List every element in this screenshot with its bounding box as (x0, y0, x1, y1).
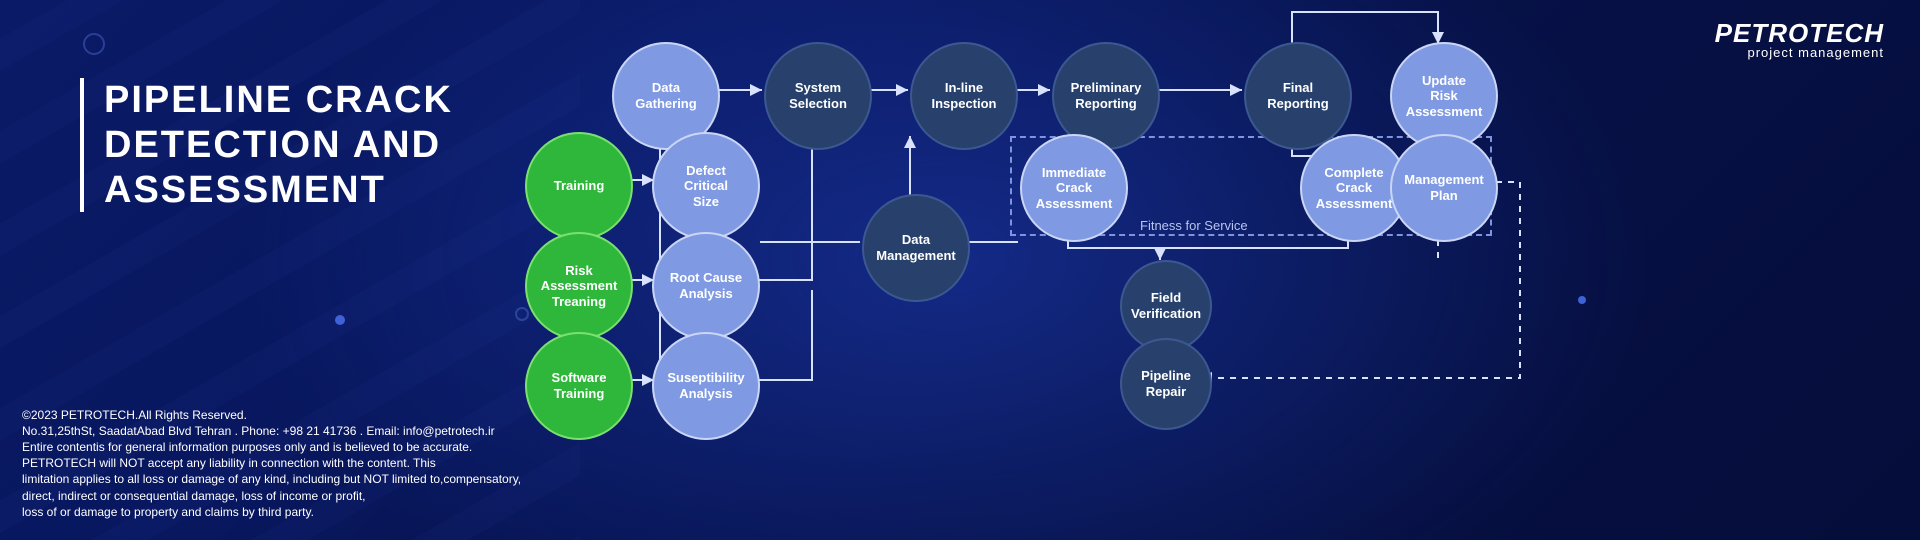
node-label: CompleteCrackAssessment (1316, 165, 1393, 212)
node-label: ImmediateCrackAssessment (1036, 165, 1113, 212)
node-label: ManagementPlan (1404, 172, 1483, 203)
node-complete: CompleteCrackAssessment (1302, 136, 1406, 240)
node-susc: SuseptibilityAnalysis (654, 334, 758, 438)
node-label: RiskAssessmentTreaning (541, 263, 618, 310)
node-label: SuseptibilityAnalysis (667, 370, 744, 401)
node-label: SoftwareTraining (552, 370, 607, 401)
node-label: Training (554, 178, 605, 194)
flowchart: Fitness for Service DataGathering SystemS… (0, 0, 1920, 540)
fitness-label: Fitness for Service (1140, 218, 1248, 233)
node-train: Training (527, 134, 631, 238)
node-data_mgmt: DataManagement (864, 196, 968, 300)
node-root: Root CauseAnalysis (654, 234, 758, 338)
node-repair: PipelineRepair (1122, 340, 1210, 428)
node-label: FinalReporting (1267, 80, 1328, 111)
node-update: UpdateRiskAssessment (1392, 44, 1496, 148)
node-prelim: PreliminaryReporting (1054, 44, 1158, 148)
node-field: FieldVerification (1122, 262, 1210, 350)
node-label: UpdateRiskAssessment (1406, 73, 1483, 120)
node-label: DataGathering (635, 80, 696, 111)
node-defect: DefectCriticalSize (654, 134, 758, 238)
node-label: SystemSelection (789, 80, 847, 111)
node-label: FieldVerification (1131, 290, 1201, 321)
edge (746, 136, 812, 280)
node-sys_sel: SystemSelection (766, 44, 870, 148)
edge (1292, 12, 1438, 44)
node-risk_tr: RiskAssessmentTreaning (527, 234, 631, 338)
node-inspect: In-lineInspection (912, 44, 1016, 148)
node-final: FinalReporting (1246, 44, 1350, 148)
node-data_gather: DataGathering (614, 44, 718, 148)
node-label: In-lineInspection (931, 80, 996, 111)
node-label: DataManagement (876, 232, 955, 263)
node-label: DefectCriticalSize (684, 163, 728, 210)
edge (746, 290, 812, 380)
node-label: PreliminaryReporting (1071, 80, 1142, 111)
node-mplan: ManagementPlan (1392, 136, 1496, 240)
node-immed: ImmediateCrackAssessment (1022, 136, 1126, 240)
node-label: Root CauseAnalysis (670, 270, 742, 301)
node-sw_tr: SoftwareTraining (527, 334, 631, 438)
node-label: PipelineRepair (1141, 368, 1191, 399)
